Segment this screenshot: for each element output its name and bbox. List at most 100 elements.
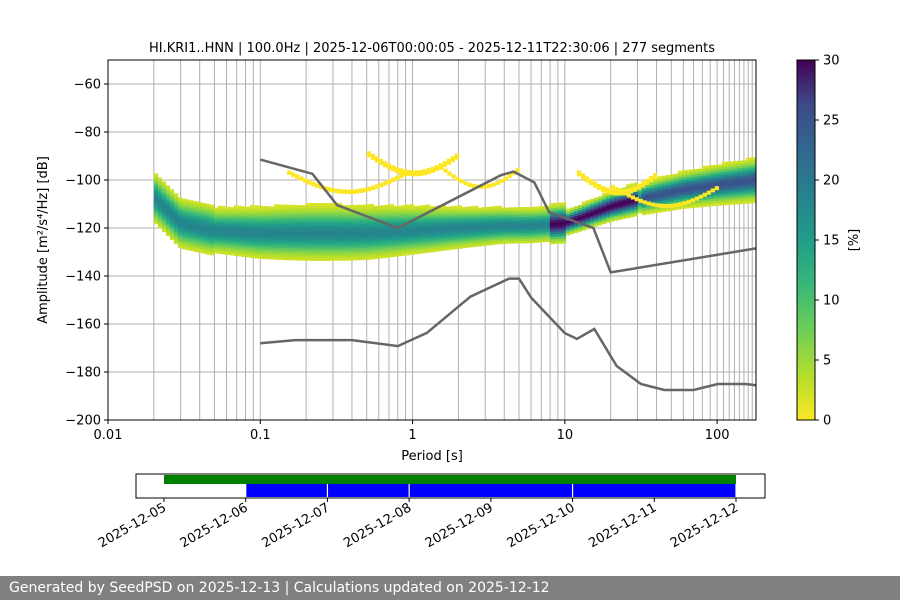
heatmap-cell [713, 174, 719, 178]
heatmap-cell [345, 245, 351, 249]
heatmap-cell [181, 227, 187, 231]
heatmap-cell [253, 219, 259, 223]
heatmap-cell [601, 214, 607, 217]
heatmap-cell [181, 246, 187, 250]
heatmap-cell [289, 243, 295, 247]
heatmap-cell [397, 231, 403, 235]
heatmap-cell [417, 236, 423, 240]
heatmap-cell [513, 221, 519, 225]
heatmap-cell [397, 239, 403, 242]
heatmap-cell [573, 213, 579, 217]
heatmap-cell [525, 233, 531, 237]
heatmap-cell [505, 217, 511, 220]
heatmap-cell [565, 225, 571, 229]
heatmap-cell [678, 202, 683, 207]
heatmap-cell [561, 231, 567, 234]
heatmap-cell [165, 218, 171, 222]
heatmap-cell [209, 223, 215, 227]
heatmap-cell [377, 241, 383, 245]
heatmap-cell [705, 165, 711, 169]
heatmap-cell [497, 217, 503, 221]
heatmap-cell [261, 242, 267, 245]
heatmap-cell [499, 179, 504, 184]
heatmap-cell [697, 173, 703, 177]
heatmap-cell [337, 217, 343, 220]
heatmap-cell [353, 214, 359, 218]
heatmap-cell [317, 210, 323, 213]
heatmap-cell [725, 171, 731, 174]
heatmap-cell [293, 248, 299, 251]
heatmap-cell [565, 227, 571, 231]
heatmap-cell [295, 174, 300, 179]
heatmap-cell [365, 247, 371, 251]
heatmap-cell [733, 168, 739, 171]
heatmap-cell [237, 234, 243, 238]
heatmap-cell [429, 223, 435, 226]
heatmap-cell [361, 250, 367, 253]
heatmap-cell [297, 229, 303, 232]
heatmap-cell [525, 206, 531, 210]
heatmap-cell [397, 236, 403, 240]
heatmap-cell [309, 250, 315, 254]
heatmap-cell [361, 226, 367, 229]
heatmap-cell [417, 239, 423, 242]
heatmap-cell [681, 194, 687, 197]
heatmap-cell [669, 183, 675, 187]
heatmap-cell [605, 217, 611, 221]
heatmap-cell [313, 222, 319, 225]
heatmap-cell [277, 240, 283, 244]
heatmap-cell [353, 216, 359, 220]
heatmap-cell [493, 213, 499, 216]
heatmap-cell [369, 225, 375, 229]
heatmap-cell [237, 232, 243, 235]
heatmap-cell [521, 233, 527, 237]
heatmap-cell [425, 223, 431, 227]
heatmap-cell [209, 245, 215, 249]
heatmap-cell [349, 255, 355, 259]
heatmap-cell [650, 202, 655, 207]
heatmap-cell [513, 240, 519, 244]
heatmap-cell [385, 211, 391, 215]
heatmap-cell [289, 221, 295, 225]
heatmap-cell [749, 181, 755, 185]
heatmap-cell [465, 223, 471, 227]
heatmap-cell [537, 227, 543, 231]
heatmap-cell [749, 176, 755, 180]
heatmap-cell [557, 231, 563, 235]
heatmap-cell [353, 226, 359, 230]
heatmap-cell [533, 230, 539, 234]
heatmap-cell [313, 243, 319, 247]
heatmap-cell [632, 185, 638, 192]
heatmap-cell [345, 241, 351, 244]
heatmap-cell [229, 219, 235, 222]
heatmap-cell [237, 241, 243, 245]
heatmap-cell [413, 225, 419, 228]
heatmap-cell [489, 225, 495, 229]
heatmap-cell [197, 223, 203, 227]
heatmap-cell [437, 214, 443, 218]
heatmap-cell [681, 191, 687, 195]
heatmap-cell [225, 225, 231, 229]
heatmap-cell [313, 234, 319, 237]
heatmap-cell [413, 230, 419, 233]
heatmap-cell [637, 193, 643, 197]
heatmap-cell [685, 184, 691, 187]
heatmap-cell [385, 245, 391, 249]
heatmap-cell [157, 208, 163, 212]
heatmap-cell [193, 249, 199, 252]
heatmap-cell [265, 247, 271, 250]
heatmap-cell [441, 245, 447, 249]
heatmap-cell [636, 183, 642, 190]
heatmap-cell [689, 169, 695, 173]
heatmap-cell [157, 225, 163, 229]
heatmap-cell [221, 232, 227, 236]
heatmap-cell [273, 213, 279, 217]
heatmap-cell [261, 239, 267, 243]
heatmap-cell [349, 238, 355, 242]
heatmap-cell [665, 182, 671, 185]
heatmap-cell [577, 217, 583, 220]
heatmap-cell [637, 196, 643, 199]
heatmap-cell [157, 177, 163, 181]
heatmap-cell [737, 179, 743, 183]
heatmap-cell [697, 175, 703, 179]
